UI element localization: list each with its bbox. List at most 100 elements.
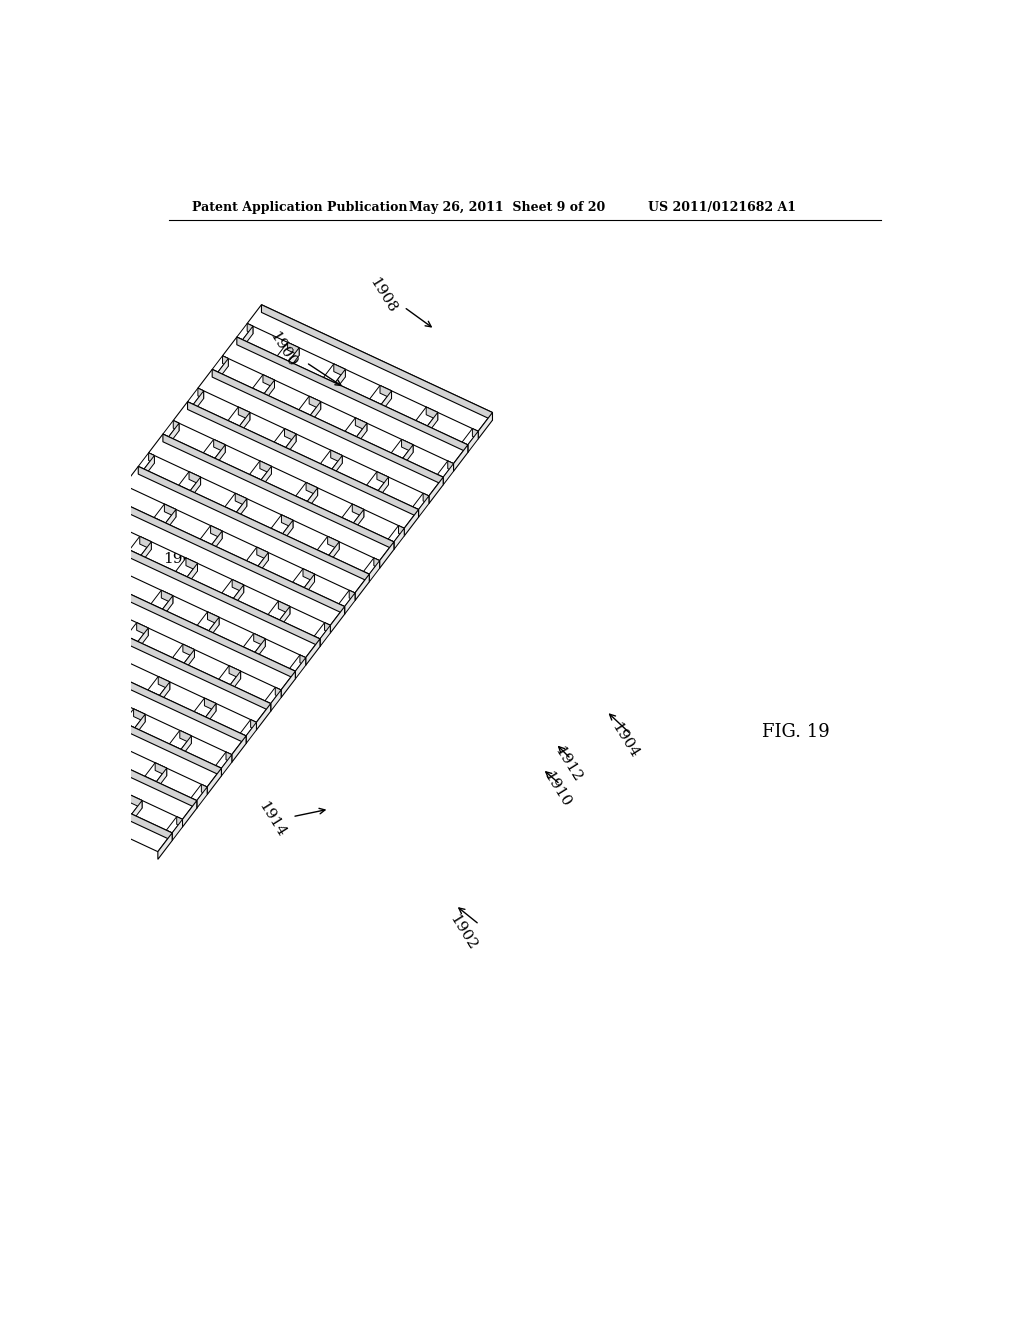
Polygon shape bbox=[0, 730, 3, 750]
Polygon shape bbox=[40, 595, 270, 711]
Polygon shape bbox=[256, 704, 270, 730]
Polygon shape bbox=[230, 671, 241, 693]
Polygon shape bbox=[437, 461, 454, 478]
Polygon shape bbox=[388, 525, 404, 543]
Polygon shape bbox=[20, 618, 31, 639]
Polygon shape bbox=[356, 424, 367, 445]
Polygon shape bbox=[237, 337, 468, 453]
Polygon shape bbox=[462, 429, 478, 445]
Polygon shape bbox=[163, 595, 173, 616]
Polygon shape bbox=[391, 440, 413, 458]
Polygon shape bbox=[80, 601, 102, 620]
Polygon shape bbox=[190, 477, 201, 499]
Polygon shape bbox=[306, 483, 317, 495]
Polygon shape bbox=[180, 730, 191, 743]
Polygon shape bbox=[114, 486, 130, 502]
Polygon shape bbox=[101, 655, 124, 675]
Polygon shape bbox=[263, 375, 274, 388]
Polygon shape bbox=[138, 466, 370, 582]
Polygon shape bbox=[89, 531, 319, 647]
Polygon shape bbox=[0, 693, 197, 808]
Polygon shape bbox=[247, 548, 268, 566]
Polygon shape bbox=[208, 612, 219, 624]
Polygon shape bbox=[28, 752, 49, 771]
Polygon shape bbox=[138, 453, 155, 469]
Polygon shape bbox=[178, 471, 201, 491]
Polygon shape bbox=[163, 421, 179, 437]
Polygon shape bbox=[15, 628, 246, 743]
Polygon shape bbox=[258, 553, 268, 574]
Polygon shape bbox=[345, 418, 367, 437]
Polygon shape bbox=[65, 564, 295, 678]
Polygon shape bbox=[0, 660, 221, 787]
Polygon shape bbox=[268, 601, 290, 620]
Polygon shape bbox=[212, 356, 228, 372]
Polygon shape bbox=[86, 779, 96, 800]
Polygon shape bbox=[115, 569, 127, 582]
Polygon shape bbox=[228, 407, 250, 426]
Polygon shape bbox=[1, 647, 6, 657]
Polygon shape bbox=[290, 655, 306, 671]
Polygon shape bbox=[166, 510, 176, 531]
Polygon shape bbox=[207, 768, 221, 795]
Polygon shape bbox=[194, 391, 204, 412]
Polygon shape bbox=[206, 704, 216, 725]
Polygon shape bbox=[416, 407, 437, 426]
Polygon shape bbox=[443, 463, 454, 484]
Polygon shape bbox=[136, 623, 148, 636]
Polygon shape bbox=[160, 682, 170, 704]
Polygon shape bbox=[26, 595, 270, 722]
Polygon shape bbox=[209, 618, 219, 639]
Polygon shape bbox=[355, 574, 370, 601]
Polygon shape bbox=[334, 364, 345, 378]
Polygon shape bbox=[162, 590, 173, 603]
Polygon shape bbox=[15, 615, 31, 631]
Polygon shape bbox=[159, 677, 170, 689]
Text: 1914: 1914 bbox=[255, 799, 288, 840]
Polygon shape bbox=[204, 440, 225, 458]
Polygon shape bbox=[261, 305, 493, 420]
Text: 1910: 1910 bbox=[540, 770, 572, 810]
Polygon shape bbox=[419, 496, 429, 517]
Polygon shape bbox=[26, 615, 31, 624]
Polygon shape bbox=[173, 401, 419, 528]
Polygon shape bbox=[172, 644, 195, 663]
Polygon shape bbox=[38, 752, 49, 766]
Polygon shape bbox=[381, 391, 391, 412]
Text: 1908: 1908 bbox=[367, 276, 399, 315]
Polygon shape bbox=[307, 488, 317, 510]
Polygon shape bbox=[332, 455, 342, 477]
Polygon shape bbox=[239, 407, 250, 420]
Text: FIG. 19: FIG. 19 bbox=[762, 723, 829, 742]
Polygon shape bbox=[52, 719, 75, 739]
Polygon shape bbox=[65, 550, 81, 566]
Polygon shape bbox=[187, 564, 198, 585]
Polygon shape bbox=[264, 380, 274, 401]
Polygon shape bbox=[120, 488, 130, 510]
Polygon shape bbox=[98, 742, 121, 760]
Polygon shape bbox=[0, 725, 172, 841]
Polygon shape bbox=[120, 795, 142, 814]
Polygon shape bbox=[222, 579, 244, 598]
Polygon shape bbox=[321, 450, 342, 469]
Polygon shape bbox=[141, 541, 152, 564]
Polygon shape bbox=[260, 461, 271, 474]
Polygon shape bbox=[104, 569, 127, 587]
Polygon shape bbox=[89, 693, 99, 714]
Polygon shape bbox=[279, 601, 290, 614]
Polygon shape bbox=[16, 698, 28, 711]
Polygon shape bbox=[293, 569, 314, 587]
Polygon shape bbox=[70, 553, 81, 574]
Text: May 26, 2011  Sheet 9 of 20: May 26, 2011 Sheet 9 of 20 bbox=[410, 201, 605, 214]
Polygon shape bbox=[84, 774, 96, 787]
Text: 1900: 1900 bbox=[266, 329, 299, 370]
Polygon shape bbox=[236, 494, 247, 507]
Polygon shape bbox=[130, 795, 142, 808]
Polygon shape bbox=[257, 548, 268, 560]
Polygon shape bbox=[233, 585, 244, 606]
Polygon shape bbox=[283, 520, 293, 541]
Polygon shape bbox=[394, 528, 404, 549]
Text: US 2011/0121682 A1: US 2011/0121682 A1 bbox=[648, 201, 796, 214]
Polygon shape bbox=[251, 719, 256, 730]
Polygon shape bbox=[123, 709, 145, 727]
